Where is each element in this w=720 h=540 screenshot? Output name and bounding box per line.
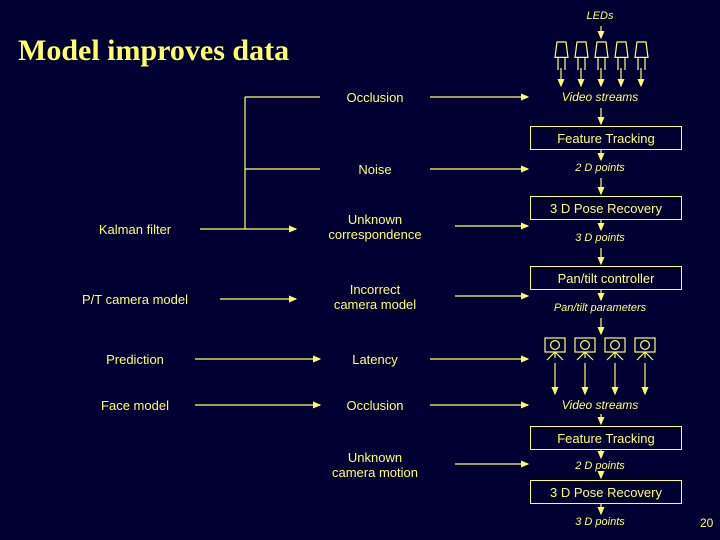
slide-title: Model improves data — [18, 34, 289, 68]
box-ftrack2: Feature Tracking — [530, 426, 682, 450]
label-facemodel: Face model — [80, 398, 190, 413]
page-number: 20 — [700, 516, 713, 530]
label-latency: Latency — [325, 352, 425, 367]
label-unknown_cm: Unknown camera motion — [300, 450, 450, 480]
label-points3d_1: 3 D points — [560, 232, 640, 244]
label-prediction: Prediction — [80, 352, 190, 367]
label-ptparams: Pan/tilt parameters — [530, 302, 670, 314]
label-videostreams1: Video streams — [545, 90, 655, 104]
label-noise: Noise — [325, 162, 425, 177]
label-points3d_2: 3 D points — [560, 516, 640, 528]
box-ftrack1: Feature Tracking — [530, 126, 682, 150]
box-pose2: 3 D Pose Recovery — [530, 480, 682, 504]
label-occlusion1: Occlusion — [325, 90, 425, 105]
label-points2d_2: 2 D points — [560, 460, 640, 472]
label-videostreams2: Video streams — [545, 398, 655, 412]
label-kalman: Kalman filter — [75, 222, 195, 237]
box-ptctrl: Pan/tilt controller — [530, 266, 682, 290]
label-points2d_1: 2 D points — [560, 162, 640, 174]
label-occlusion2: Occlusion — [325, 398, 425, 413]
box-pose1: 3 D Pose Recovery — [530, 196, 682, 220]
label-leds: LEDs — [570, 10, 630, 22]
label-ptmodel: P/T camera model — [55, 292, 215, 307]
label-unknown_corr: Unknown correspondence — [300, 212, 450, 242]
label-incorrect_cm: Incorrect camera model — [300, 282, 450, 312]
slide: Model improves data LEDs Occlusion Noise Un… — [0, 0, 720, 540]
